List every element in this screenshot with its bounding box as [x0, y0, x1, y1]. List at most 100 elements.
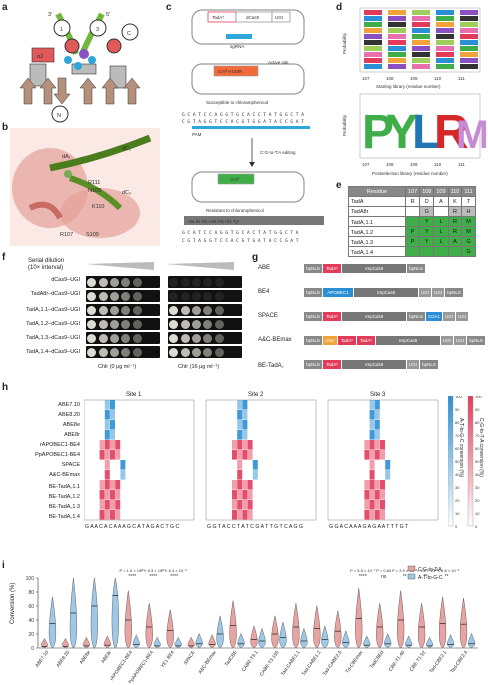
heatmap-cell [104, 480, 110, 490]
y-tick-label: 20 [28, 632, 34, 638]
heatmap-cell [369, 460, 375, 470]
svg-text:3: 3 [96, 27, 99, 33]
scale-tick: 10 [475, 511, 480, 516]
construct-domain: bpNLS [304, 312, 322, 321]
logo-stripe [436, 58, 454, 63]
heatmap-cell [374, 510, 380, 520]
colony-spot [203, 347, 213, 357]
group-label: Tad-CBE2.1 [428, 649, 448, 674]
heatmap-cell [99, 490, 105, 500]
svg-text:dA₁: dA₁ [62, 154, 71, 160]
violin-shape [438, 596, 447, 649]
p-value: P = 1.0 × 10⁻⁸ [120, 568, 146, 573]
violin-shape [384, 632, 392, 649]
heatmap-cell [247, 480, 253, 490]
group-label: CABE-T3.155 [259, 649, 281, 677]
violin-shape [250, 625, 258, 649]
violin-shape [376, 603, 384, 649]
svg-text:C: C [127, 31, 131, 37]
heatmap-cell [237, 490, 243, 500]
svg-text:Starting library (residue numb: Starting library (residue number) [376, 84, 441, 89]
violin-shape [48, 596, 57, 649]
svg-text:C G T A G G T C C A C G T G G: C G T A G G T C C A C G T G G A T A C C … [182, 119, 304, 125]
residue-header: 110 [447, 186, 463, 197]
heatmap-cell [242, 400, 248, 410]
logo-letter-M: M [456, 113, 486, 157]
editor-row-label: BE-TadA꜀1.2 [48, 494, 80, 500]
heatmap-cell [242, 420, 248, 430]
plate-row [168, 318, 242, 330]
svg-text:TadA*: TadA* [212, 15, 224, 20]
colony-spot [121, 319, 131, 329]
legend-label-at: A-T-to-G-C [418, 575, 443, 581]
colony-spot [214, 277, 224, 287]
residue-cell [447, 246, 463, 257]
residue-cell: R [447, 216, 463, 227]
logo-stripe [388, 58, 406, 63]
spot-assay: Serial dilution (10× interval) dCas9–UGI… [8, 256, 244, 376]
violin-shape [258, 627, 266, 649]
residue-cell: H [461, 206, 476, 217]
heatmap-cell [237, 470, 243, 480]
strain-label: TadA꜀1.4–dCas9–UGI [26, 349, 80, 355]
colony-spot [98, 347, 108, 357]
scale-tick: 80 [475, 420, 480, 425]
colony-spot [203, 277, 213, 287]
logo-stripe [460, 58, 478, 63]
significance-mark: ** [424, 574, 428, 580]
heatmap-cell [252, 460, 258, 470]
plate-row [168, 290, 242, 302]
logo-stripe [412, 46, 430, 51]
heatmap-cell [374, 410, 380, 420]
colony-spot [132, 305, 142, 315]
heatmap-cell [237, 450, 243, 460]
logo-stripe [388, 22, 406, 27]
site-marker-1 [64, 56, 72, 64]
heatmap-cell [99, 500, 105, 510]
topology-diagram: 3′ 5′ α2 1 3 C N [19, 12, 141, 123]
colony-spot [169, 305, 179, 315]
heatmap-cell [242, 430, 248, 440]
variant-name: TadA꜀1.2 [348, 226, 406, 237]
heatmap-cell [104, 460, 110, 470]
violin-shape [174, 636, 182, 649]
heatmap-cell [115, 440, 121, 450]
heatmap-cell [110, 400, 115, 410]
heatmap-cell [374, 430, 380, 440]
logo-stripe [364, 52, 382, 57]
residue-cell: G [461, 236, 476, 247]
colony-spot [121, 305, 131, 315]
heatmap-cell [110, 480, 115, 490]
variant-name: TadA꜀1.3 [348, 236, 406, 247]
svg-text:Ala Ile Gln Val His His: Ala Ile Gln Val His His Tyr [188, 219, 240, 224]
heatmap-cell [237, 510, 243, 520]
logo-stripe [388, 16, 406, 21]
site-frame [205, 399, 317, 521]
construct-domain: TadA* [357, 336, 375, 345]
logo-stripe [412, 22, 430, 27]
residue-cell: L [433, 236, 449, 247]
logo-stripe [364, 10, 382, 15]
scale-tick: 70 [475, 433, 480, 438]
p-value: P = 3.9 × 10⁻³ [392, 568, 418, 573]
heatmap-cell [115, 450, 121, 460]
residue-cell: R [447, 206, 463, 217]
heatmap-cell [242, 480, 248, 490]
heatmap-cell [232, 480, 237, 490]
violin-shape [40, 638, 49, 649]
logo-stripe [460, 46, 478, 51]
serial-dilution-title: Serial dilution [28, 258, 65, 264]
group-label: Tad-CABE2.5 [322, 649, 344, 677]
editing-heatmaps: ABE7.10 ABE8.20 ABE8e ABE8r rAPOBEC1-BE4 PpAP… [8, 388, 486, 558]
heatmap-cell [99, 510, 105, 520]
svg-text:R111: R111 [88, 180, 100, 186]
heatmap-cell [247, 440, 253, 450]
heatmap-cell [232, 450, 237, 460]
colony-spot [132, 277, 142, 287]
chlr-0-label: Chlr (0 μg ml⁻¹) [98, 364, 137, 370]
construct-diagrams: ABE bpNLS TadA* nSpCas9 bpNLS BE4 bpNLS APOBEC1… [258, 260, 486, 378]
variant-name: TadA꜀1.1 [348, 216, 406, 227]
heatmap-cell [237, 440, 243, 450]
logo-stripe [436, 46, 454, 51]
construct-domain: bpNLS [407, 312, 425, 321]
